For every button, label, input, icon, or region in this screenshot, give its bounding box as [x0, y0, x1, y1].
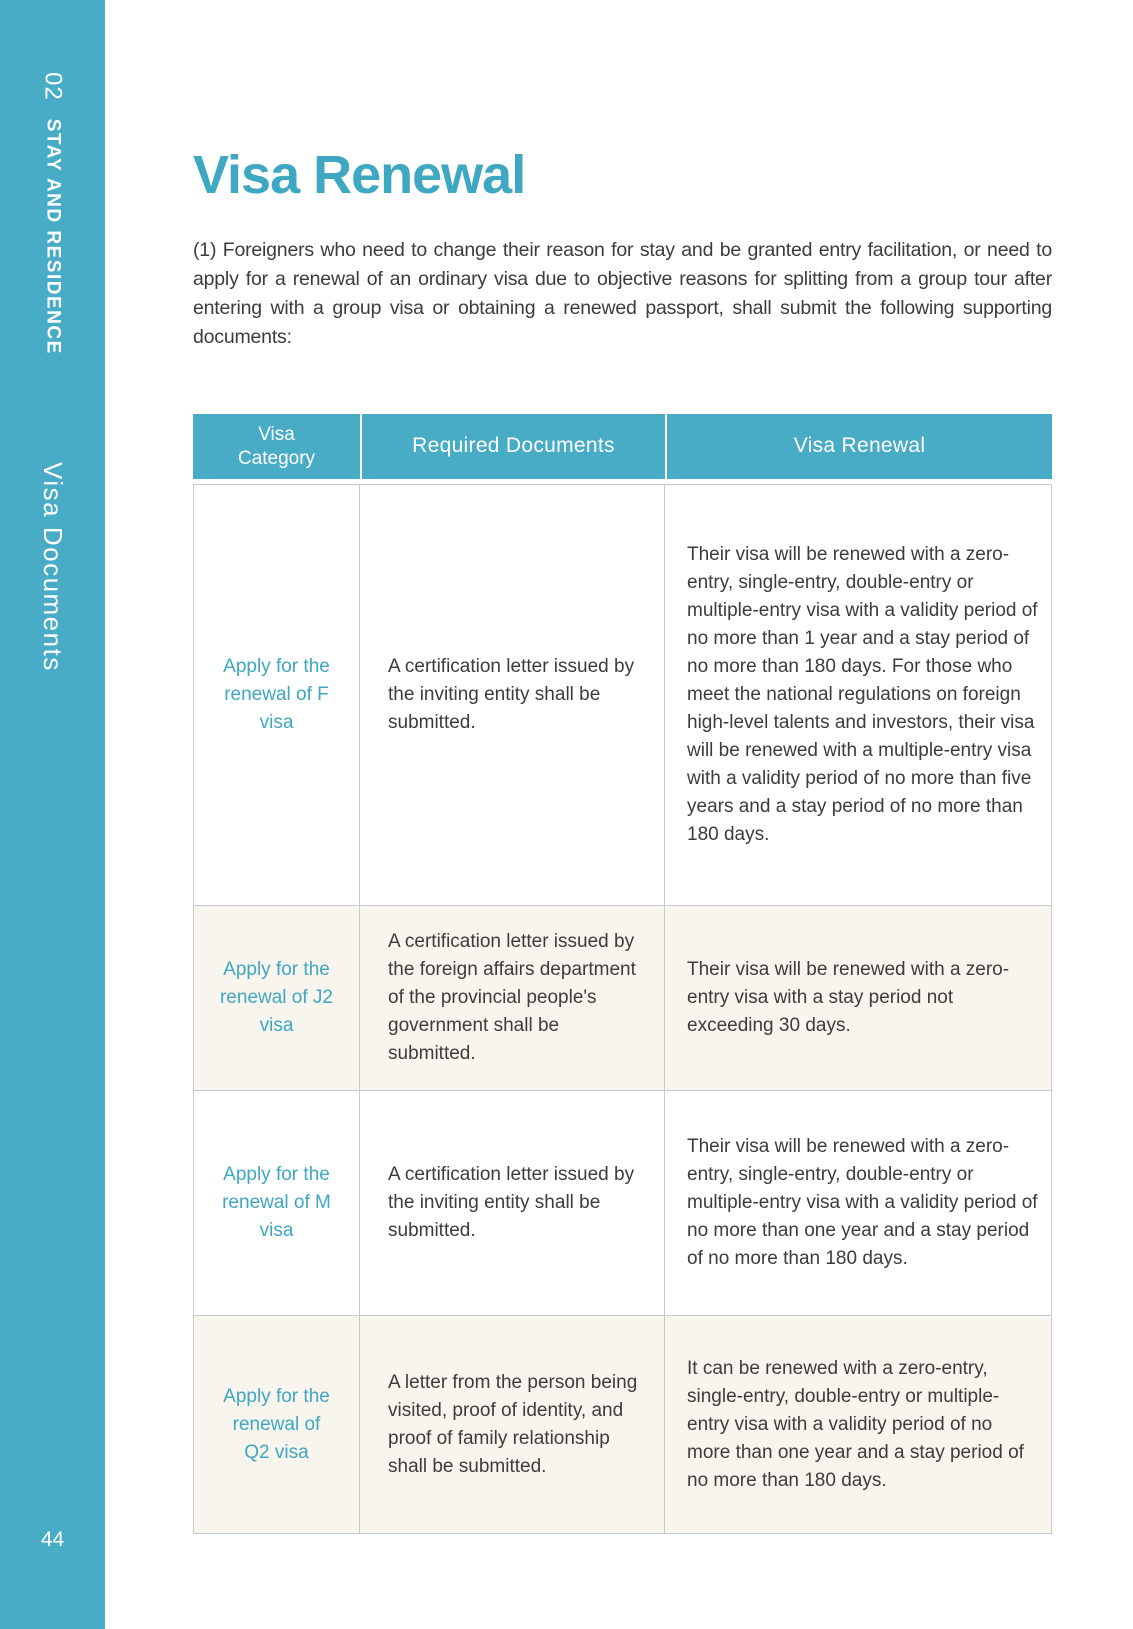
- visa-renewal-table: Visa Category Required Documents Visa Re…: [193, 414, 1052, 1534]
- table-row-m-visa: Apply for the renewal of M visa A certif…: [193, 1091, 1052, 1316]
- main-content: Visa Renewal (1) Foreigners who need to …: [105, 0, 1133, 1534]
- cell-visa-renewal: It can be renewed with a zero-entry, sin…: [665, 1316, 1052, 1534]
- cell-visa-renewal: Their visa will be renewed with a zero-e…: [665, 906, 1052, 1091]
- cell-required-documents: A letter from the person being visited, …: [360, 1316, 665, 1534]
- cell-required-documents: A certification letter issued by the inv…: [360, 484, 665, 906]
- table-header: Visa Category Required Documents Visa Re…: [193, 414, 1052, 479]
- table-row-j2-visa: Apply for the renewal of J2 visa A certi…: [193, 906, 1052, 1091]
- cell-required-documents: A certification letter issued by the inv…: [360, 1091, 665, 1316]
- cell-visa-renewal: Their visa will be renewed with a zero-e…: [665, 1091, 1052, 1316]
- cell-required-documents: A certification letter issued by the for…: [360, 906, 665, 1091]
- cell-category: Apply for the renewal of F visa: [193, 484, 360, 906]
- column-header-required-documents: Required Documents: [360, 414, 665, 479]
- cell-visa-renewal: Their visa will be renewed with a zero-e…: [665, 484, 1052, 906]
- column-header-visa-category: Visa Category: [193, 414, 360, 479]
- page-title: Visa Renewal: [193, 145, 526, 205]
- intro-paragraph: (1) Foreigners who need to change their …: [193, 239, 1052, 348]
- chapter-number: 02: [39, 72, 67, 101]
- column-header-visa-renewal: Visa Renewal: [665, 414, 1052, 479]
- header-body-gap: [193, 479, 1052, 484]
- page-number: 44: [40, 1528, 65, 1551]
- cell-category: Apply for the renewal of M visa: [193, 1091, 360, 1316]
- cell-category: Apply for the renewal of J2 visa: [193, 906, 360, 1091]
- table-row-q2-visa: Apply for the renewal of Q2 visa A lette…: [193, 1316, 1052, 1534]
- chapter-title: STAY AND RESIDENCE: [42, 118, 64, 355]
- chapter-heading: 02 STAY AND RESIDENCE: [39, 72, 67, 355]
- cell-category: Apply for the renewal of Q2 visa: [193, 1316, 360, 1534]
- table-row-f-visa: Apply for the renewal of F visa A certif…: [193, 484, 1052, 906]
- section-title: Visa Documents: [38, 462, 68, 672]
- chapter-sidebar: 02 STAY AND RESIDENCE Visa Documents 44: [0, 0, 105, 1629]
